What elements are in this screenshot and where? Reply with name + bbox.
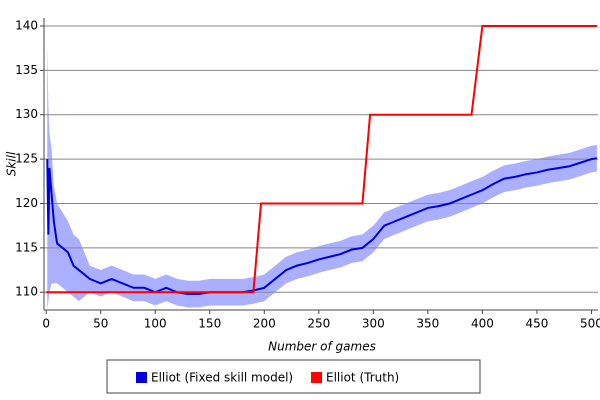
legend-swatch <box>136 372 147 383</box>
y-tick-label: 140 <box>15 18 38 32</box>
x-tick-label: 200 <box>253 317 276 331</box>
y-tick-label: 125 <box>15 152 38 166</box>
y-tick-label: 110 <box>15 285 38 299</box>
y-tick-label: 130 <box>15 107 38 121</box>
x-tick-label: 100 <box>144 317 167 331</box>
legend-label: Elliot (Fixed skill model) <box>151 371 293 385</box>
x-tick-label: 300 <box>362 317 385 331</box>
legend-box <box>106 359 481 394</box>
y-tick-label: 120 <box>15 196 38 210</box>
x-tick-label: 450 <box>525 317 548 331</box>
x-tick-label: 0 <box>42 317 50 331</box>
x-tick-label: 400 <box>471 317 494 331</box>
x-tick-label: 250 <box>307 317 330 331</box>
y-axis-label: Skill <box>5 151 19 176</box>
y-tick-label: 135 <box>15 63 38 77</box>
x-tick-label: 50 <box>93 317 108 331</box>
x-tick-label: 150 <box>198 317 221 331</box>
x-axis-label: Number of games <box>268 340 376 354</box>
x-tick-label: 500 <box>580 317 600 331</box>
y-tick-label: 115 <box>15 240 38 254</box>
x-tick-label: 350 <box>416 317 439 331</box>
legend-swatch <box>311 372 322 383</box>
series-line <box>46 157 598 296</box>
legend-label: Elliot (Truth) <box>326 371 399 385</box>
series-line <box>46 24 597 294</box>
